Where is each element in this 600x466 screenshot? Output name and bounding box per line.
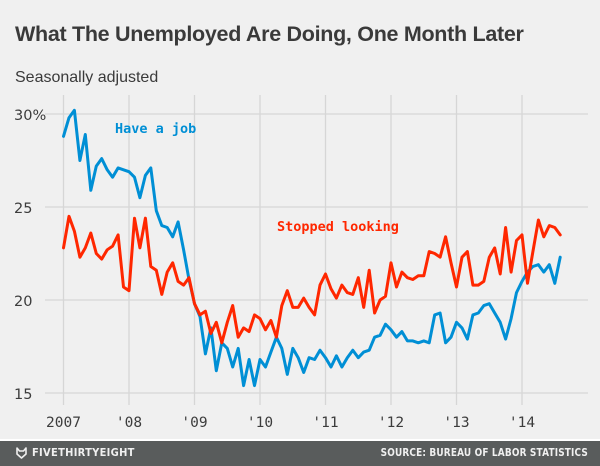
series-labels: Have a job Stopped looking: [115, 121, 399, 235]
series-line-stopped-looking: [62, 214, 562, 345]
y-axis-ticks: 15 20 25 30%: [14, 108, 46, 403]
series-line-have-a-job: [62, 108, 562, 388]
x-tick-label: '14: [509, 415, 535, 431]
footer-bar: FIVETHIRTYEIGHT SOURCE: BUREAU OF LABOR …: [0, 439, 600, 466]
line-chart: 15 20 25 30% 2007 '08 '09 '10 '11 '12 '13 '14 Have…: [14, 95, 588, 431]
gridlines: [45, 95, 588, 405]
x-tick-label: '09: [181, 415, 207, 431]
y-tick-label: 20: [14, 294, 32, 310]
x-tick-label: '12: [378, 415, 404, 431]
x-tick-label: '08: [116, 415, 142, 431]
series-label-stopped-looking: Stopped looking: [277, 219, 399, 235]
series-lines: [62, 108, 562, 388]
source-credit: SOURCE: BUREAU OF LABOR STATISTICS: [380, 447, 588, 459]
fox-icon: [16, 446, 27, 459]
y-tick-label: 15: [14, 387, 32, 403]
x-tick-label: '13: [443, 415, 469, 431]
chart-title: What The Unemployed Are Doing, One Month…: [15, 22, 524, 46]
x-tick-label: 2007: [46, 415, 81, 431]
x-tick-label: '11: [312, 415, 338, 431]
y-tick-label: 25: [14, 201, 32, 217]
series-label-have-a-job: Have a job: [115, 121, 196, 137]
brand-logo: FIVETHIRTYEIGHT: [16, 446, 135, 459]
x-axis-ticks: 2007 '08 '09 '10 '11 '12 '13 '14: [46, 415, 535, 431]
y-tick-label: 30%: [14, 108, 46, 124]
x-tick-label: '10: [247, 415, 273, 431]
chart-subtitle: Seasonally adjusted: [15, 69, 159, 86]
brand-name: FIVETHIRTYEIGHT: [32, 446, 135, 459]
